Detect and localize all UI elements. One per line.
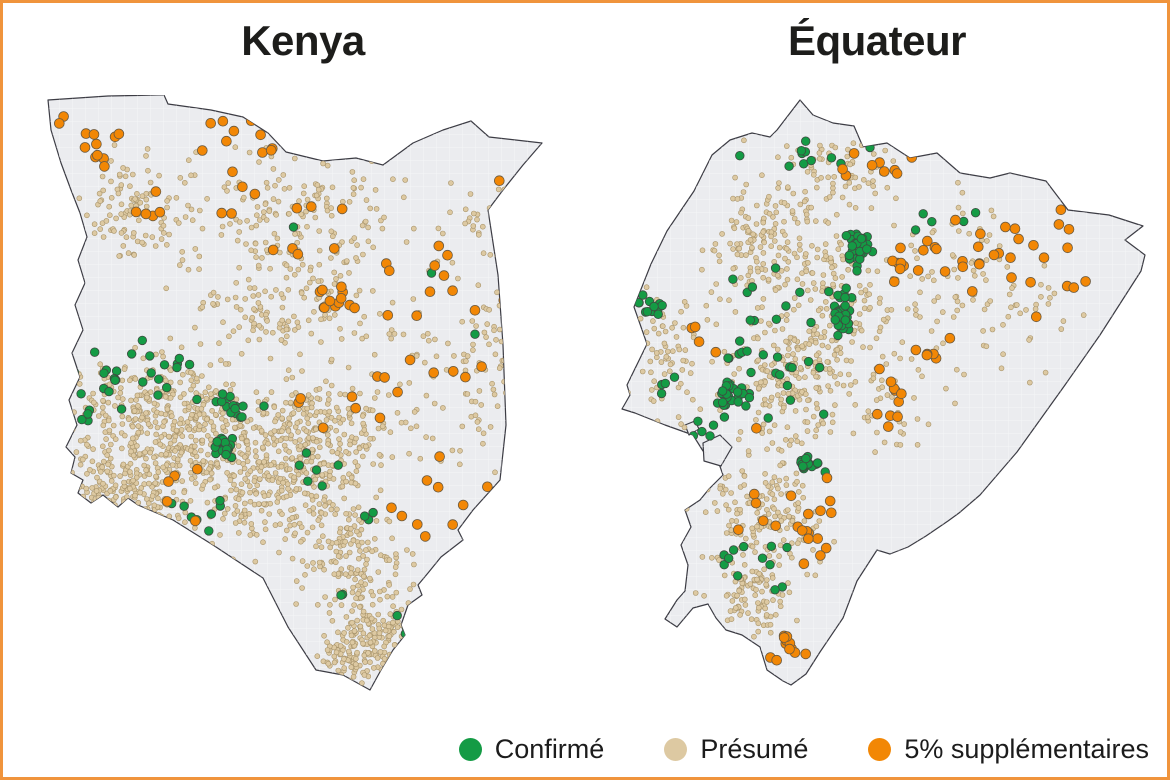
ecuador-dot-map (621, 99, 1146, 686)
legend-item-supplementary: 5% supplémentaires (868, 734, 1149, 765)
presumed-dot-icon (664, 737, 688, 761)
confirmed-dot-icon (458, 737, 482, 761)
legend-item-presumed: Présumé (664, 734, 808, 765)
kenya-dot-map (47, 95, 543, 691)
legend-item-confirmed: Confirmé (458, 733, 605, 765)
legend-label-presumed: Présumé (700, 733, 809, 764)
supplementary-dot-icon (868, 737, 892, 761)
legend-label-supplementary: 5% supplémentaires (904, 733, 1149, 764)
legend: Confirmé Présumé 5% supplémentaires (458, 725, 1149, 773)
map-title-kenya: Kenya (241, 17, 365, 64)
legend-label-confirmed: Confirmé (494, 733, 605, 764)
map-title-ecuador: Équateur (787, 17, 967, 64)
